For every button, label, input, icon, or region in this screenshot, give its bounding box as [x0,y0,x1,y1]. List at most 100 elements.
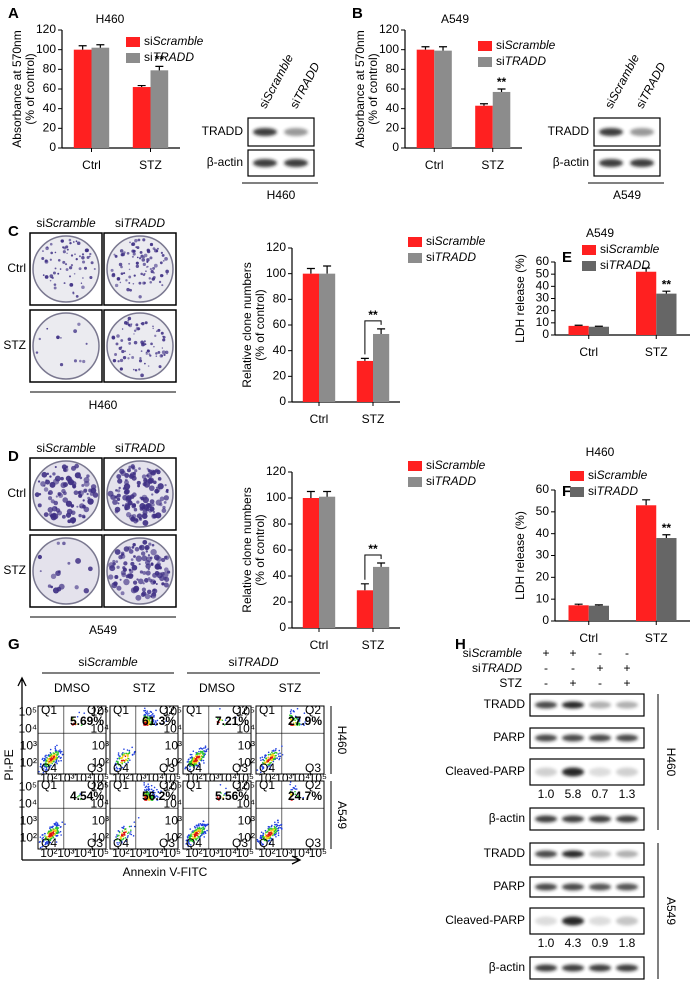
colony [141,555,148,562]
event [193,830,196,832]
colony [123,546,130,552]
colony [54,267,57,270]
event [198,766,200,768]
event [124,831,126,834]
x-arrow [22,855,302,865]
event [199,829,201,832]
event [187,759,190,761]
event [207,823,209,826]
colony [81,253,85,256]
colony [59,268,62,270]
colony [123,483,131,490]
colony [152,276,156,279]
event [200,834,203,836]
colony [149,256,153,260]
y-tick-label: 10² [20,830,37,844]
colony [138,295,142,299]
event [202,751,204,753]
cell-label: H460 [89,398,118,412]
colony [123,561,128,566]
event [165,720,167,723]
colony [141,591,147,597]
event [223,794,225,796]
panel-label: B [352,5,363,22]
colony [141,513,148,520]
event [185,839,188,842]
event [270,831,272,834]
event [47,759,49,761]
colony [83,266,87,270]
event [198,825,200,827]
event [80,724,83,726]
event [195,751,198,754]
colony [37,480,41,483]
blot-band [253,159,277,167]
event [54,822,57,825]
event [43,759,46,761]
legend-label: siScramble [496,38,556,52]
bar [302,498,319,628]
colony [148,277,151,280]
event [264,763,266,765]
colony [132,368,135,371]
x-tick-label: 10² [258,846,275,860]
event [117,762,119,764]
event [267,753,270,756]
event [289,798,292,801]
colony [145,570,151,576]
event [205,750,208,753]
sign: + [623,661,630,675]
event [289,717,292,719]
event [43,832,46,835]
event [45,769,48,771]
colony [141,587,146,592]
colony [110,268,114,272]
event [291,788,294,791]
event [262,834,264,836]
colony [131,492,137,498]
colony [44,259,49,264]
row-label: TRADD [484,846,526,860]
event [120,761,122,764]
colony [136,246,140,250]
colony [150,548,157,556]
colony [72,291,75,294]
quadrant-label: Q1 [186,778,202,792]
error-bar [642,267,651,272]
lane-label: siTRADD [287,60,323,111]
event [79,798,82,801]
colony [123,321,128,325]
event [59,830,62,833]
colony [152,327,154,330]
colony [139,250,143,254]
event [128,751,131,754]
event [294,793,297,796]
colony [56,510,63,516]
event [303,724,305,726]
bar [132,87,151,148]
event [127,832,129,835]
event [146,718,149,720]
error-bar [306,490,315,498]
event [271,828,273,830]
x-tick-label: STZ [362,412,385,426]
colony [73,272,76,275]
colony [56,335,60,340]
legend-swatch [570,471,584,481]
event [189,837,191,840]
event [272,758,275,760]
event [144,786,147,789]
quadrant-label: Q3 [232,761,248,775]
event [116,841,118,844]
blot-band [589,767,611,777]
colony [149,267,153,271]
event [56,829,58,831]
error-bar [421,46,430,50]
colony [155,499,162,506]
colony [140,373,144,378]
event [267,825,270,828]
event [76,715,79,718]
colony [164,256,168,261]
event [146,724,149,726]
colony [49,279,52,282]
